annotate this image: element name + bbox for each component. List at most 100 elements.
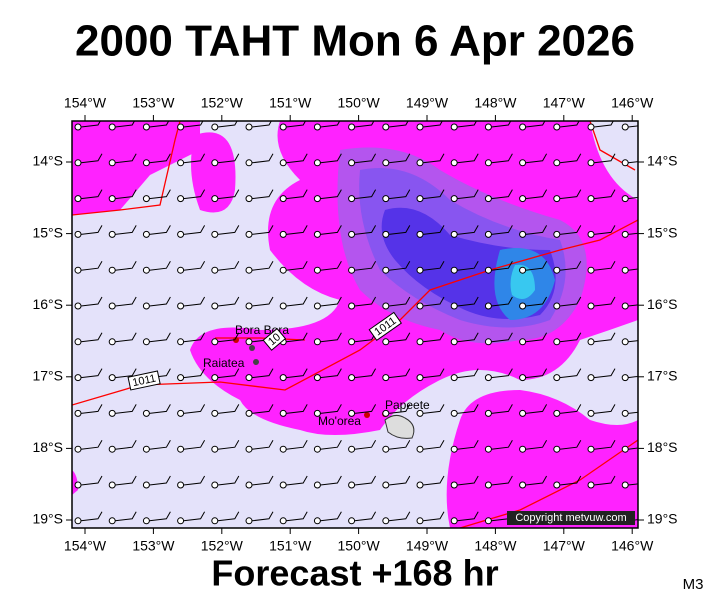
wind-barb: [149, 475, 171, 486]
wind-barb: [457, 368, 479, 379]
wind-barb: [286, 260, 308, 271]
station: [245, 195, 253, 203]
station: [621, 266, 629, 274]
place-label: Mo'orea: [318, 414, 361, 428]
wind-barb: [149, 332, 171, 343]
lat-label: 18°S: [647, 439, 678, 455]
station: [519, 409, 527, 417]
station: [142, 159, 150, 167]
lat-label: 19°S: [647, 511, 678, 527]
station: [74, 374, 82, 382]
station: [245, 338, 253, 346]
wind-barb: [183, 368, 206, 379]
wind-barb: [217, 225, 240, 235]
wind-barb: [525, 439, 548, 450]
station: [313, 338, 321, 346]
station: [382, 374, 390, 382]
wind-barb: [149, 260, 171, 271]
station: [484, 195, 492, 203]
station: [245, 445, 253, 453]
station: [621, 374, 629, 382]
wind-barb: [251, 153, 274, 164]
wind-barb: [525, 332, 548, 343]
wind-barb: [80, 296, 103, 307]
station: [587, 374, 595, 382]
station: [108, 517, 116, 525]
station: [484, 230, 492, 238]
station: [348, 517, 356, 525]
wind-barb: [559, 189, 582, 200]
wind-barb: [457, 260, 479, 271]
lon-label: 147°W: [543, 538, 586, 554]
station: [416, 517, 424, 525]
wind-barb: [422, 404, 445, 414]
station: [382, 481, 390, 489]
wind-barb: [559, 153, 582, 164]
station: [245, 374, 253, 382]
wind-barb: [217, 153, 240, 164]
wind-barb: [115, 332, 137, 343]
map-field: [72, 121, 638, 528]
station: [313, 302, 321, 310]
station: [279, 230, 287, 238]
station: [519, 159, 527, 167]
wind-barb: [525, 475, 548, 486]
station: [245, 159, 253, 167]
station: [313, 266, 321, 274]
wind-barb: [320, 121, 341, 128]
station: [450, 374, 458, 382]
station: [587, 481, 595, 489]
station: [553, 302, 561, 310]
wind-barb: [422, 189, 445, 200]
station: [211, 302, 219, 310]
station: [450, 195, 458, 203]
wind-barb: [628, 304, 638, 307]
wind-barb: [491, 368, 513, 379]
station: [484, 445, 492, 453]
wind-barb: [559, 260, 582, 271]
wind-barb: [80, 189, 103, 200]
station: [108, 230, 116, 238]
wind-barb: [628, 375, 638, 379]
wind-barb: [286, 511, 308, 522]
wind-barb: [354, 404, 377, 414]
wind-barb: [457, 296, 479, 307]
lon-label: 150°W: [338, 95, 381, 111]
wind-barb: [217, 475, 240, 486]
wind-barb: [80, 153, 103, 164]
wind-barb: [80, 368, 103, 379]
station: [382, 445, 390, 453]
wind-barb: [183, 475, 206, 486]
wind-barb: [422, 475, 445, 486]
wind-barb: [593, 153, 616, 164]
wind-barb: [251, 296, 274, 307]
station: [484, 123, 492, 131]
wind-barb: [251, 260, 274, 271]
wind-barb: [593, 121, 614, 128]
station: [450, 338, 458, 346]
wind-barb: [559, 296, 582, 307]
wind-barb: [422, 439, 445, 450]
wind-barb: [593, 475, 616, 486]
station: [211, 338, 219, 346]
wind-barb: [149, 121, 170, 128]
wind-barb: [354, 121, 375, 128]
wind-barb: [593, 260, 616, 271]
wind-barb: [149, 439, 171, 450]
station: [348, 195, 356, 203]
wind-barb: [183, 439, 206, 450]
wind-barb: [457, 225, 479, 235]
station: [245, 409, 253, 417]
wind-barb: [388, 296, 411, 307]
lon-label: 154°W: [64, 95, 107, 111]
station: [621, 123, 629, 131]
station: [553, 159, 561, 167]
station: [108, 195, 116, 203]
station: [348, 159, 356, 167]
wind-barb: [354, 296, 377, 307]
wind-barb: [559, 475, 582, 486]
station: [621, 159, 629, 167]
wind-barb: [525, 260, 548, 271]
station: [211, 230, 219, 238]
wind-barb: [80, 225, 103, 235]
